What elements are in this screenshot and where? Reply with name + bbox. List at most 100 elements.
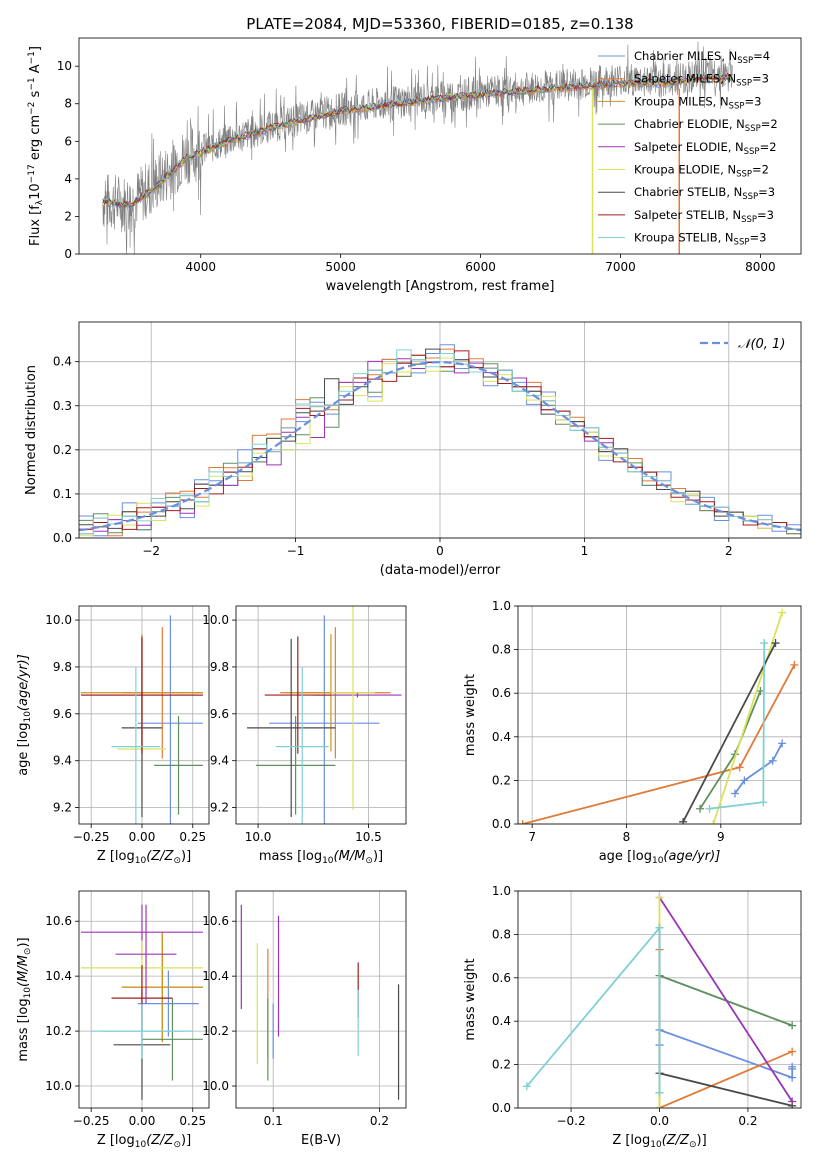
legend-entry: Kroupa MILES, NSSP=3 bbox=[634, 94, 761, 111]
legend-suffix: =3 bbox=[744, 94, 761, 108]
label-part: 10 bbox=[28, 183, 43, 200]
weight-marker bbox=[655, 923, 664, 932]
x-axis-label: Z [log10(Z/Z⊙)] bbox=[612, 1133, 706, 1150]
weight-line bbox=[734, 742, 783, 795]
weight-marker bbox=[735, 763, 744, 772]
legend-sub: SSP bbox=[744, 147, 760, 157]
weight-line bbox=[682, 642, 777, 823]
legend-suffix: =3 bbox=[757, 208, 774, 222]
y-tick-label: 0.8 bbox=[492, 927, 511, 941]
x-tick-label: 2 bbox=[725, 544, 733, 558]
y-tick-label: 0.2 bbox=[53, 443, 72, 457]
label-part: s bbox=[28, 90, 43, 101]
legend-suffix: =2 bbox=[752, 163, 769, 177]
y-tick-label: 10.2 bbox=[45, 1024, 72, 1038]
x-tick-label: 5000 bbox=[325, 260, 356, 274]
x-tick-label: 7000 bbox=[605, 260, 636, 274]
residuals-panel: −2 −1 0 1 2 0.0 0.1 0.2 0.3 0.4 (data-model)/error… bbox=[24, 321, 802, 578]
age-vs-Z-panel: −0.25 0.00 0.259.29.49.69.810.0Z [log10(Z/… bbox=[16, 605, 210, 866]
weight-line bbox=[522, 664, 796, 824]
x-tick-label: 6000 bbox=[465, 260, 496, 274]
x-axis-label: (data-model)/error bbox=[380, 563, 501, 578]
legend-suffix: =2 bbox=[761, 117, 778, 131]
legend-entry: Kroupa ELODIE, NSSP=2 bbox=[634, 163, 769, 180]
weight-marker bbox=[522, 1082, 531, 1091]
label-part: (Z/Z bbox=[662, 1133, 690, 1148]
y-tick-label: 9.6 bbox=[210, 707, 229, 721]
x-tick-label: 0.00 bbox=[129, 1114, 156, 1128]
weight-line bbox=[658, 897, 793, 1102]
age-vs-mass-panel: 10.0 10.5 9.2 9.4 9.6 9.8 10.0 mass [log10(M/M⊙… bbox=[202, 605, 407, 866]
y-tick-label: 0.0 bbox=[492, 1101, 511, 1115]
label-part: 10 bbox=[23, 987, 33, 999]
label-part: (age/yr)] bbox=[663, 849, 720, 864]
y-axis-label: age [log10(age/yr)] bbox=[16, 654, 33, 776]
y-tick-label: 0.2 bbox=[492, 1058, 511, 1072]
weight-marker bbox=[655, 893, 664, 902]
weight-vs-Z-panel: −0.2 0.0 0.2 0.0 0.2 0.4 0.6 0.8 1.0 Z [log10(Z/Z… bbox=[463, 884, 802, 1150]
label-part: ⊙ bbox=[689, 1140, 697, 1150]
label-part: )] bbox=[373, 849, 383, 864]
y-tick-label: 9.8 bbox=[210, 660, 229, 674]
weight-marker bbox=[679, 817, 688, 824]
x-tick-label: 0.25 bbox=[179, 830, 206, 844]
x-tick-label: 10.5 bbox=[355, 830, 382, 844]
label-part: λ bbox=[35, 199, 45, 205]
x-axis-label: wavelength [Angstrom, rest frame] bbox=[326, 279, 555, 294]
x-tick-label: 9 bbox=[717, 830, 725, 844]
weight-marker bbox=[788, 1073, 797, 1082]
x-axis-label: Z [log10(Z/Z⊙)] bbox=[97, 1133, 191, 1150]
y-axis-label: mass weight bbox=[463, 674, 478, 756]
y-tick-label: 1.0 bbox=[492, 884, 511, 898]
label-part: age [log bbox=[599, 849, 652, 864]
y-tick-label: 9.2 bbox=[53, 801, 72, 815]
y-tick-label: 0.0 bbox=[53, 531, 72, 545]
weight-marker bbox=[790, 660, 799, 669]
y-tick-label: 0.3 bbox=[53, 399, 72, 413]
label-part: (Z/Z bbox=[146, 1133, 174, 1148]
x-tick-label: 0.0 bbox=[650, 1114, 669, 1128]
legend-label: Salpeter MILES, N bbox=[634, 72, 736, 86]
weight-marker bbox=[768, 756, 777, 765]
weight-vs-age-plot-area bbox=[518, 608, 799, 824]
legend-suffix: =3 bbox=[752, 72, 769, 86]
weight-marker bbox=[709, 820, 718, 824]
label-part: 10 bbox=[135, 856, 147, 866]
y-tick-label: 4 bbox=[64, 172, 72, 186]
legend-entry: Chabrier STELIB, NSSP=3 bbox=[634, 185, 775, 202]
weight-marker bbox=[705, 804, 714, 813]
weight-marker bbox=[655, 1088, 664, 1097]
label-part: mass [log bbox=[16, 998, 31, 1061]
label-part: mass weight bbox=[463, 958, 478, 1040]
y-tick-label: 10.0 bbox=[202, 613, 229, 627]
legend-sub: SSP bbox=[734, 238, 750, 248]
x-tick-label: 0 bbox=[436, 544, 444, 558]
legend-sub: SSP bbox=[729, 101, 745, 111]
y-tick-label: 9.4 bbox=[53, 754, 72, 768]
legend-sub: SSP bbox=[736, 79, 752, 89]
legend-label: Kroupa ELODIE, N bbox=[634, 163, 736, 177]
legend-label: Salpeter ELODIE, N bbox=[634, 140, 744, 154]
legend-sub: SSP bbox=[736, 170, 752, 180]
legend-entry: Salpeter ELODIE, NSSP=2 bbox=[634, 140, 777, 157]
weight-marker bbox=[778, 739, 787, 748]
x-tick-label: 8000 bbox=[745, 260, 776, 274]
x-tick-label: −0.2 bbox=[556, 1114, 585, 1128]
legend-entry: 𝒩(0, 1) bbox=[738, 337, 785, 352]
legend-sub: SSP bbox=[742, 192, 758, 202]
figure-title: PLATE=2084, MJD=53360, FIBERID=0185, z=0… bbox=[246, 15, 633, 33]
label-part: Z [log bbox=[612, 1133, 650, 1148]
spectrum-plot-area bbox=[102, 41, 733, 254]
model-fit-line bbox=[102, 72, 733, 208]
x-axis-label: mass [log10(M/M⊙)] bbox=[259, 849, 383, 866]
label-part: (M/M bbox=[16, 955, 31, 987]
weight-marker bbox=[788, 1021, 797, 1030]
y-tick-label: 0.4 bbox=[53, 355, 72, 369]
x-tick-label: 0.1 bbox=[264, 1114, 283, 1128]
legend-entry: Salpeter MILES, NSSP=3 bbox=[634, 72, 769, 89]
label-part: erg cm bbox=[28, 115, 43, 164]
label-part: 10 bbox=[23, 711, 33, 723]
label-part: ⊙ bbox=[173, 1140, 181, 1150]
